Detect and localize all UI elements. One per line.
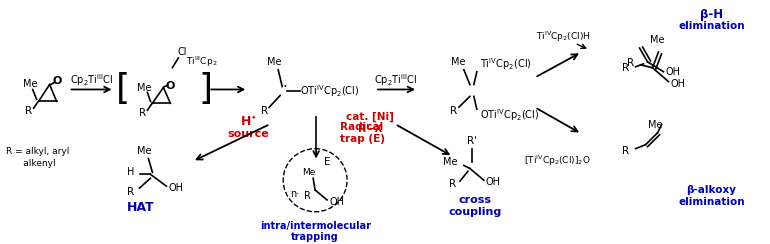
Text: Me: Me — [648, 120, 663, 130]
Text: Me: Me — [444, 157, 458, 167]
Text: R: R — [622, 63, 630, 73]
Text: R: R — [303, 191, 310, 201]
Text: OH: OH — [169, 183, 183, 193]
Text: R: R — [449, 179, 456, 189]
Text: R: R — [628, 58, 634, 68]
Text: Cp$_2$Ti$^{\mathrm{III}}$Cl: Cp$_2$Ti$^{\mathrm{III}}$Cl — [70, 73, 113, 89]
Text: β-alkoxy: β-alkoxy — [686, 185, 736, 195]
Text: Me: Me — [303, 168, 316, 177]
Text: coupling: coupling — [448, 207, 501, 217]
Text: Me: Me — [450, 57, 465, 67]
Text: Ti$^{\mathrm{IV}}$Cp$_2$(Cl)H: Ti$^{\mathrm{IV}}$Cp$_2$(Cl)H — [536, 30, 590, 44]
Text: cross: cross — [458, 195, 491, 205]
Text: [Ti$^{\mathrm{IV}}$Cp$_2$(Cl)]$_2$O: [Ti$^{\mathrm{IV}}$Cp$_2$(Cl)]$_2$O — [524, 153, 591, 168]
Text: R'–X: R'–X — [358, 124, 382, 134]
Text: Radical: Radical — [340, 122, 383, 132]
Text: β-H: β-H — [700, 8, 723, 21]
Text: HAT: HAT — [126, 201, 154, 214]
Text: OTi$^{\mathrm{IV}}$Cp$_2$(Cl): OTi$^{\mathrm{IV}}$Cp$_2$(Cl) — [480, 107, 539, 123]
Text: Ti$^{\mathrm{III}}$Cp$_2$: Ti$^{\mathrm{III}}$Cp$_2$ — [186, 55, 218, 69]
Text: OH: OH — [329, 197, 344, 207]
Text: elimination: elimination — [678, 21, 745, 31]
Text: trap (E): trap (E) — [340, 134, 385, 144]
Text: ·: · — [283, 80, 288, 95]
Text: R: R — [25, 106, 32, 116]
Text: O: O — [53, 76, 62, 86]
Text: OH: OH — [486, 177, 500, 187]
Text: OH: OH — [665, 67, 681, 77]
Text: H$^{\bullet}$: H$^{\bullet}$ — [240, 115, 256, 129]
Text: ]: ] — [198, 72, 213, 106]
Text: elimination: elimination — [678, 197, 745, 207]
Text: n·: n· — [290, 189, 300, 199]
Text: source: source — [227, 129, 270, 139]
Text: R': R' — [467, 136, 477, 146]
Text: Me: Me — [650, 35, 664, 45]
Text: Cp$_2$Ti$^{\mathrm{III}}$Cl: Cp$_2$Ti$^{\mathrm{III}}$Cl — [374, 72, 417, 88]
Text: H: H — [127, 167, 135, 177]
Text: cat. [Ni]: cat. [Ni] — [346, 112, 394, 122]
Text: R: R — [139, 108, 146, 118]
Text: Me: Me — [137, 82, 152, 92]
Text: E: E — [324, 157, 330, 167]
Text: R: R — [127, 187, 135, 197]
Text: Me: Me — [23, 79, 38, 89]
Text: [: [ — [116, 72, 129, 106]
Text: Me: Me — [137, 146, 152, 156]
Text: intra/intermolecular: intra/intermolecular — [259, 221, 370, 231]
Text: R: R — [622, 146, 630, 156]
Text: R: R — [261, 106, 268, 116]
Text: Cl: Cl — [178, 47, 187, 57]
Text: O: O — [166, 81, 175, 91]
Text: R = alkyl, aryl: R = alkyl, aryl — [5, 147, 69, 156]
Text: Me: Me — [267, 57, 282, 67]
Text: Ti$^{\mathrm{IV}}$Cp$_2$(Cl): Ti$^{\mathrm{IV}}$Cp$_2$(Cl) — [480, 56, 531, 72]
Text: OTi$^{\mathrm{IV}}$Cp$_2$(Cl): OTi$^{\mathrm{IV}}$Cp$_2$(Cl) — [300, 83, 360, 99]
Text: OH: OH — [671, 79, 685, 89]
Text: alkenyl: alkenyl — [5, 159, 55, 168]
Text: R: R — [450, 106, 457, 116]
Text: trapping: trapping — [291, 233, 339, 243]
